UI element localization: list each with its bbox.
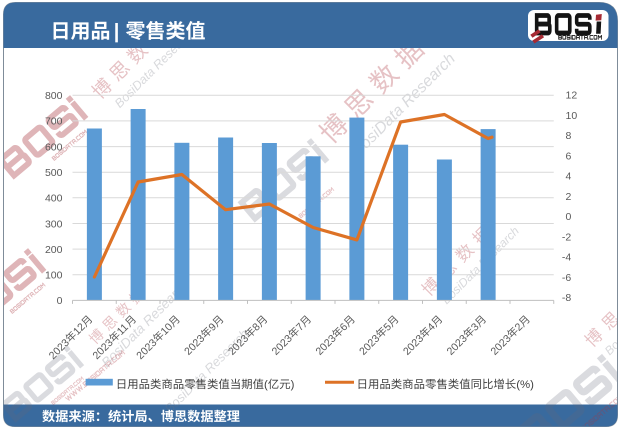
svg-text:-4: -4 [562,252,571,264]
svg-text:200: 200 [45,244,63,256]
svg-text:700: 700 [45,116,63,128]
svg-text:100: 100 [45,270,63,282]
svg-text:600: 600 [45,141,63,153]
svg-text:500: 500 [45,167,63,179]
svg-text:0: 0 [566,211,572,223]
svg-text:-6: -6 [562,272,571,284]
svg-text:8: 8 [566,130,572,142]
svg-text:(%): (%) [516,379,534,391]
svg-text:(: ( [264,379,268,391]
svg-text:-8: -8 [562,292,571,304]
svg-text:6: 6 [566,150,572,162]
svg-text:12: 12 [566,90,578,102]
svg-text:300: 300 [45,218,63,230]
svg-text:800: 800 [45,90,63,102]
svg-text:400: 400 [45,193,63,205]
svg-text:0: 0 [57,295,63,307]
svg-text:-2: -2 [562,231,571,243]
svg-text:): ) [291,379,295,391]
svg-text:|: | [114,21,120,43]
svg-text:10: 10 [566,110,578,122]
svg-text:4: 4 [566,171,572,183]
svg-text:2: 2 [566,191,572,203]
